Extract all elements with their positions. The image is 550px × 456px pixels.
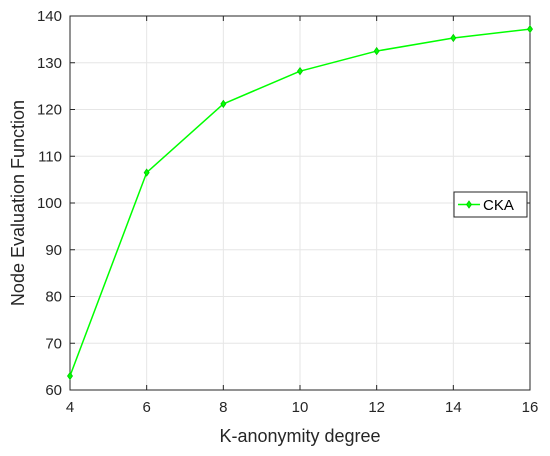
y-tick-label: 70	[45, 335, 62, 352]
data-point-marker	[220, 99, 227, 109]
x-tick-label: 12	[368, 399, 385, 416]
y-tick-label: 120	[37, 102, 62, 119]
y-tick-label: 140	[37, 8, 62, 25]
data-point-marker	[527, 24, 533, 34]
x-axis-label: K-anonymity degree	[219, 426, 380, 446]
legend-marker-icon	[466, 200, 472, 209]
legend-box	[453, 191, 528, 218]
x-tick-label: 16	[522, 399, 539, 416]
x-tick-label: 10	[292, 399, 309, 416]
legend-entry-label: CKA	[483, 197, 514, 214]
x-tick-label: 14	[445, 399, 462, 416]
y-tick-label: 60	[45, 382, 62, 399]
data-point-marker	[373, 46, 380, 56]
y-tick-label: 90	[45, 242, 62, 259]
x-tick-label: 8	[219, 399, 227, 416]
series-layer	[67, 24, 533, 381]
data-point-marker	[143, 168, 150, 177]
x-tick-label: 4	[66, 399, 74, 416]
y-tick-label: 80	[45, 289, 62, 306]
data-point-marker	[450, 33, 457, 43]
y-tick-label: 110	[38, 148, 62, 165]
y-axis-label: Node Evaluation Function	[8, 100, 28, 306]
axis-ticks: 4 6 8 10 12 14 16 60 70 80 90 100 110 120 130 140	[37, 8, 538, 416]
y-tick-label: 100	[37, 195, 62, 212]
x-tick-label: 6	[142, 399, 150, 416]
data-point-marker	[297, 66, 303, 76]
y-tick-label: 130	[37, 55, 62, 72]
legend: CKA	[453, 191, 528, 218]
data-point-marker	[67, 371, 73, 381]
grid-lines	[69, 15, 531, 391]
